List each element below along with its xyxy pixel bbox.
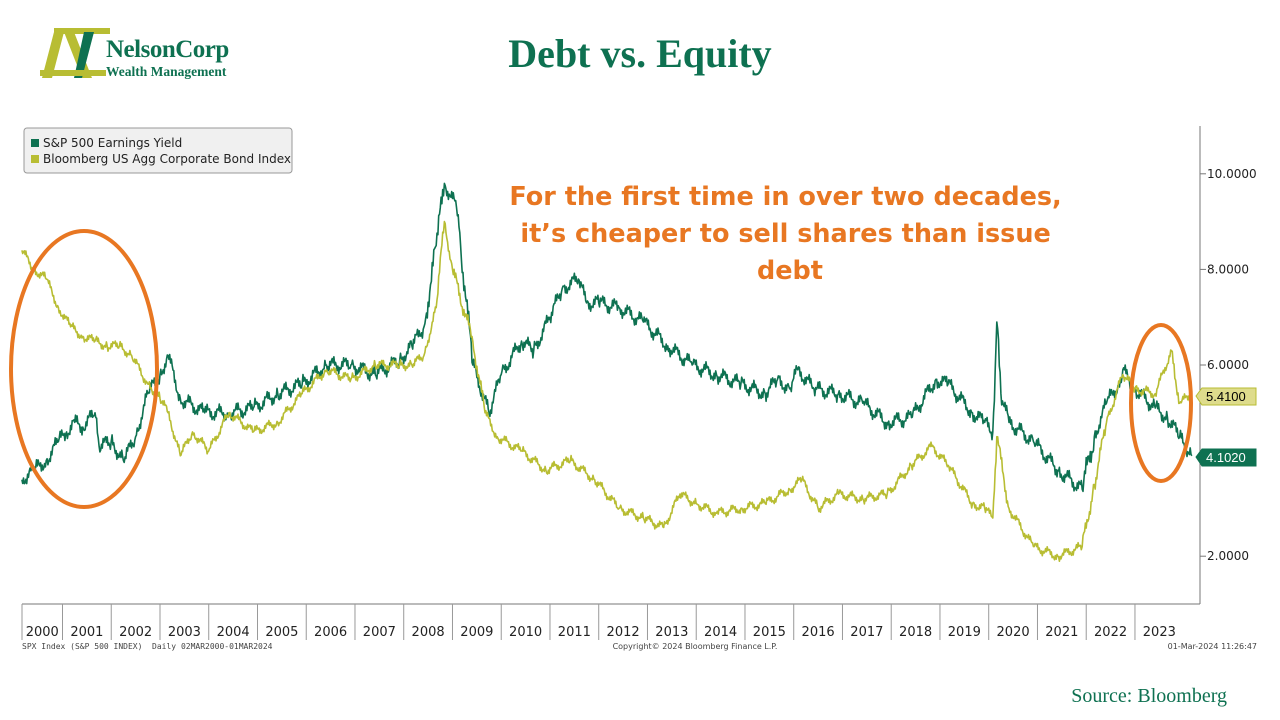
x-tick-label: 2008 — [412, 625, 445, 640]
x-tick-label: 2023 — [1143, 625, 1176, 640]
chart-footer: SPX Index (S&P 500 INDEX) Daily 02MAR200… — [22, 642, 1257, 651]
x-tick-label: 2010 — [509, 625, 542, 640]
chart-legend: S&P 500 Earnings Yield Bloomberg US Agg … — [23, 127, 293, 174]
legend-swatch-bond — [31, 155, 39, 163]
legend-label-bond: Bloomberg US Agg Corporate Bond Index — [43, 152, 291, 166]
highlight-circle-2000-2002 — [9, 229, 159, 509]
footer-left: SPX Index (S&P 500 INDEX) Daily 02MAR200… — [22, 642, 273, 651]
series-line-earnings-yield — [21, 182, 1193, 493]
last-value-bond-text: 5.4100 — [1206, 389, 1246, 404]
source-note: Source: Bloomberg — [1071, 685, 1227, 707]
y-tick-label: 8.0000 — [1207, 262, 1249, 276]
y-tick-label: 2.0000 — [1207, 549, 1249, 563]
last-value-label-earnings: 4.1020 — [1195, 448, 1257, 467]
x-tick-label: 2002 — [119, 625, 152, 640]
x-tick-label: 2011 — [558, 625, 591, 640]
series-layer — [21, 182, 1193, 563]
y-tick-label: 6.0000 — [1207, 358, 1249, 372]
x-tick-label: 2012 — [607, 625, 640, 640]
x-tick-label: 2015 — [753, 625, 786, 640]
x-tick-label: 2018 — [899, 625, 932, 640]
x-tick-label: 2016 — [802, 625, 835, 640]
x-tick-label: 2006 — [314, 625, 347, 640]
x-axis: 2000 2001 2002 2003 2004 2005 2006 2007 2008 2009… — [21, 604, 1176, 640]
last-value-label-bond: 5.4100 — [1195, 387, 1257, 406]
logo-name: NelsonCorp — [106, 36, 229, 63]
last-value-earnings-text: 4.1020 — [1206, 450, 1246, 465]
page-title: Debt vs. Equity — [508, 31, 772, 76]
x-tick-label: 2013 — [655, 625, 688, 640]
x-tick-label: 2000 — [26, 625, 59, 640]
legend-box — [23, 127, 293, 174]
highlight-circle-2023 — [1129, 323, 1193, 483]
series-line-corporate-bond — [21, 220, 1193, 563]
footer-center: Copyright© 2024 Bloomberg Finance L.P. — [613, 642, 778, 651]
x-tick-label: 2001 — [70, 625, 103, 640]
company-logo: NelsonCorp Wealth Management — [40, 26, 255, 82]
x-tick-label: 2021 — [1045, 625, 1078, 640]
logo-mark-icon — [40, 28, 110, 78]
x-tick-label: 2014 — [704, 625, 737, 640]
x-tick-label: 2005 — [265, 625, 298, 640]
x-tick-label: 2017 — [850, 625, 883, 640]
highlight-circles — [9, 229, 1193, 509]
logo-subtitle: Wealth Management — [106, 64, 227, 79]
legend-swatch-earnings — [31, 139, 39, 147]
x-tick-label: 2022 — [1094, 625, 1127, 640]
legend-label-earnings: S&P 500 Earnings Yield — [43, 136, 182, 150]
chart-annotation: For the first time in over two decades, … — [509, 182, 1070, 286]
x-tick-label: 2020 — [997, 625, 1030, 640]
x-tick-label: 2004 — [217, 625, 250, 640]
x-tick-label: 2007 — [363, 625, 396, 640]
footer-right: 01-Mar-2024 11:26:47 — [1168, 642, 1257, 651]
y-axis: 2.0000 6.0000 8.0000 10.0000 — [1200, 167, 1257, 563]
last-value-labels: 5.4100 4.1020 — [1195, 387, 1257, 467]
y-tick-label: 10.0000 — [1207, 167, 1257, 181]
x-tick-label: 2019 — [948, 625, 981, 640]
x-tick-label: 2003 — [168, 625, 201, 640]
x-tick-label: 2009 — [460, 625, 493, 640]
